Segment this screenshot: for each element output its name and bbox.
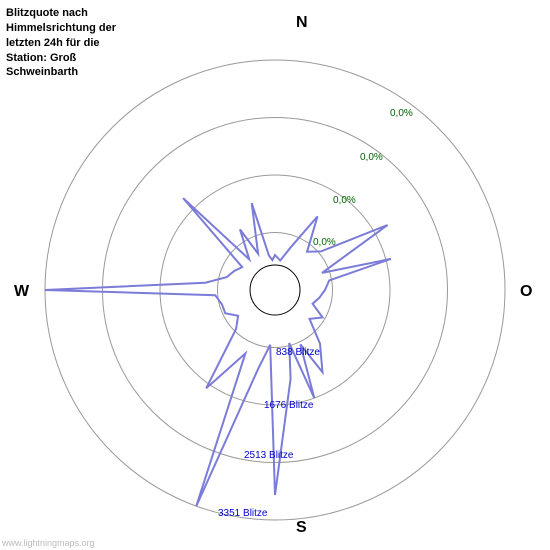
ring-label-2: 2513 Blitze [244, 450, 293, 461]
compass-w: W [14, 283, 29, 301]
compass-n: N [296, 14, 308, 32]
center-hole [250, 265, 300, 315]
pct-label-1: 0,0% [333, 195, 356, 206]
ring-label-3: 3351 Blitze [218, 508, 267, 519]
compass-o: O [520, 283, 532, 301]
chart-title: Blitzquote nach Himmelsrichtung der letz… [6, 6, 126, 80]
ring-label-1: 1676 Blitze [264, 400, 313, 411]
rose-polygon [45, 198, 391, 506]
pct-label-3: 0,0% [390, 108, 413, 119]
pct-label-2: 0,0% [360, 152, 383, 163]
watermark: www.lightningmaps.org [2, 538, 95, 548]
polar-chart [0, 0, 550, 550]
compass-s: S [296, 519, 307, 537]
pct-label-0: 0,0% [313, 237, 336, 248]
ring-label-0: 838 Blitze [276, 347, 320, 358]
